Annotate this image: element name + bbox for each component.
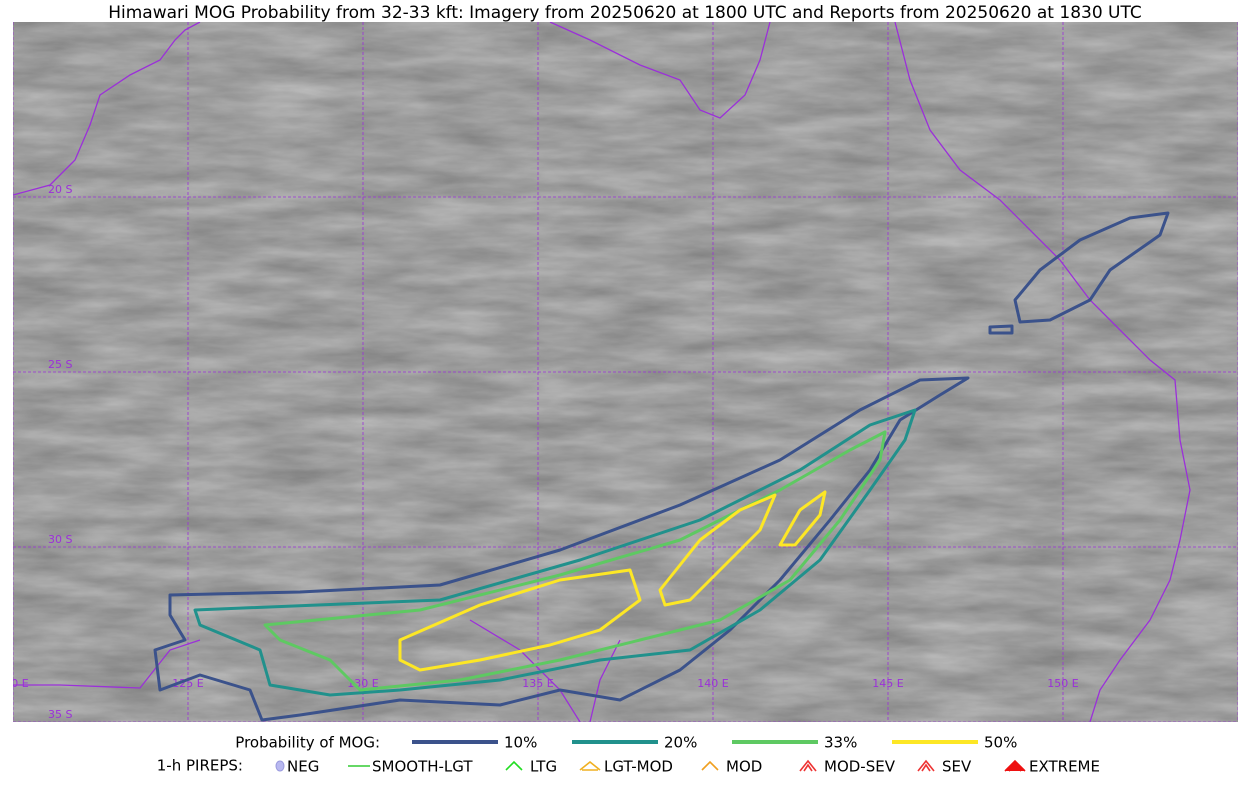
coastline <box>894 22 1191 722</box>
lon-label: 150 E <box>1047 677 1078 690</box>
legend-label: 20% <box>664 734 697 752</box>
legend-symbol <box>701 760 719 771</box>
legend-label: 50% <box>984 734 1017 752</box>
legend-symbol <box>505 760 523 771</box>
legend-label: 10% <box>504 734 537 752</box>
contours <box>153 211 1170 722</box>
contour-50 <box>398 490 827 672</box>
legend-symbol <box>917 759 935 772</box>
lat-label: 35 S <box>48 708 72 721</box>
lon-label: 135 E <box>522 677 553 690</box>
lon-label: 140 E <box>697 677 728 690</box>
legend-label: SEV <box>942 758 972 776</box>
legend-label: MOD-SEV <box>824 758 896 776</box>
coastline <box>549 22 771 119</box>
lat-label: 30 S <box>48 533 72 546</box>
legend-label: SMOOTH-LGT <box>372 758 473 776</box>
lat-label: 25 S <box>48 358 72 371</box>
legend-label: NEG <box>287 758 319 776</box>
lon-label: 145 E <box>872 677 903 690</box>
legend-title: 1-h PIREPS: <box>157 757 243 775</box>
contour-10 <box>988 211 1170 335</box>
legend-symbol <box>275 760 285 772</box>
lat-label: 20 S <box>48 183 72 196</box>
coastline <box>13 22 201 196</box>
legend-label: MOD <box>726 758 762 776</box>
coastlines <box>13 22 1191 722</box>
lon-label: 120 E <box>0 677 29 690</box>
legend-title: Probability of MOG: <box>235 734 380 752</box>
title: Himawari MOG Probability from 32-33 kft:… <box>108 3 1142 23</box>
legend-symbol <box>579 760 601 771</box>
contour-33 <box>263 430 887 692</box>
legend: Probability of MOG: 10% 20% 33% 50% 1-h PIREP… <box>157 734 1100 776</box>
legend-symbol <box>1004 759 1026 772</box>
legend-label: LTG <box>530 758 557 776</box>
legend-label: LGT-MOD <box>604 758 673 776</box>
contour-20 <box>193 408 917 697</box>
legend-symbol <box>799 759 817 772</box>
legend-label: 33% <box>824 734 857 752</box>
lon-label: 125 E <box>172 677 203 690</box>
contour-10 <box>153 376 970 722</box>
coastline <box>13 619 621 722</box>
legend-label: EXTREME <box>1029 758 1100 776</box>
